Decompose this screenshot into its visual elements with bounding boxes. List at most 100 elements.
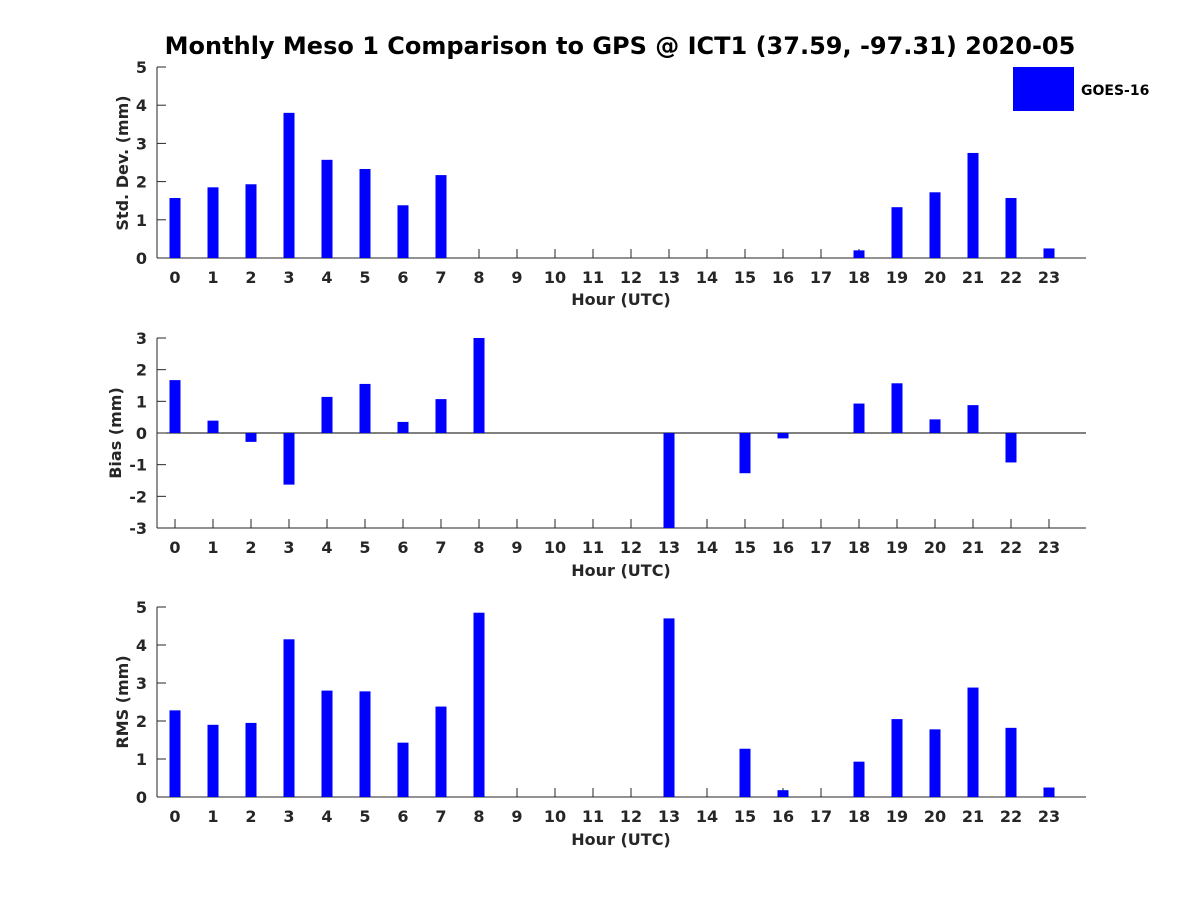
x-tick-label: 18 [848, 268, 870, 287]
bar-hour-6 [397, 205, 409, 258]
bar-hour-5 [359, 691, 371, 797]
bar-hour-23 [1043, 248, 1055, 258]
x-tick-label: 23 [1038, 268, 1060, 287]
bar-hour-22 [1005, 433, 1017, 463]
chart-title: Monthly Meso 1 Comparison to GPS @ ICT1 … [165, 32, 1076, 60]
x-tick-label: 6 [397, 538, 408, 557]
bar-hour-19 [891, 207, 903, 258]
y-tick-label: 5 [136, 58, 147, 77]
bar-hour-8 [473, 338, 485, 433]
bar-hour-7 [435, 706, 447, 797]
x-tick-label: 12 [620, 268, 642, 287]
bar-hour-13 [663, 433, 675, 528]
bar-hour-13 [663, 618, 675, 797]
x-tick-label: 10 [544, 807, 566, 826]
x-tick-label: 1 [207, 268, 218, 287]
x-axis-label: Hour (UTC) [571, 561, 671, 580]
x-tick-label: 5 [359, 268, 370, 287]
bar-hour-22 [1005, 727, 1017, 797]
x-tick-label: 7 [435, 268, 446, 287]
bar-hour-22 [1005, 198, 1017, 258]
x-tick-label: 5 [359, 807, 370, 826]
y-tick-label: -2 [129, 487, 147, 506]
y-tick-label: -3 [129, 519, 147, 538]
y-axis-label: RMS (mm) [113, 655, 132, 748]
bar-hour-5 [359, 168, 371, 258]
x-tick-label: 19 [886, 807, 908, 826]
y-tick-label: 3 [136, 134, 147, 153]
x-tick-label: 17 [810, 807, 832, 826]
x-tick-label: 11 [582, 538, 604, 557]
x-tick-label: 2 [245, 268, 256, 287]
bar-hour-0 [169, 198, 181, 258]
x-tick-label: 19 [886, 268, 908, 287]
x-tick-label: 6 [397, 268, 408, 287]
bar-hour-20 [929, 729, 941, 797]
x-tick-label: 17 [810, 538, 832, 557]
bar-hour-1 [207, 187, 219, 258]
x-tick-label: 5 [359, 538, 370, 557]
x-tick-label: 13 [658, 268, 680, 287]
bar-hour-4 [321, 159, 333, 258]
bar-hour-3 [283, 639, 295, 797]
x-tick-label: 21 [962, 268, 984, 287]
bar-hour-2 [245, 722, 257, 797]
x-tick-label: 0 [169, 807, 180, 826]
legend-label: GOES-16 [1081, 83, 1149, 99]
bar-hour-0 [169, 710, 181, 797]
bar-hour-16 [777, 433, 789, 439]
x-tick-label: 3 [283, 538, 294, 557]
bar-hour-4 [321, 690, 333, 797]
y-tick-label: 5 [136, 598, 147, 617]
x-tick-label: 3 [283, 807, 294, 826]
bar-hour-23 [1043, 787, 1055, 797]
x-tick-label: 16 [772, 807, 794, 826]
x-tick-label: 22 [1000, 538, 1022, 557]
y-axis-label: Std. Dev. (mm) [113, 95, 132, 230]
x-tick-label: 14 [696, 807, 718, 826]
bar-hour-3 [283, 112, 295, 258]
bar-hour-2 [245, 184, 257, 258]
y-tick-label: -1 [129, 456, 147, 475]
x-tick-label: 11 [582, 268, 604, 287]
bar-hour-0 [169, 380, 181, 433]
x-tick-label: 18 [848, 538, 870, 557]
x-tick-label: 17 [810, 268, 832, 287]
bar-hour-18 [853, 761, 865, 797]
x-tick-label: 4 [321, 538, 332, 557]
bar-hour-20 [929, 192, 941, 258]
x-tick-label: 8 [473, 268, 484, 287]
x-tick-label: 15 [734, 268, 756, 287]
x-tick-label: 20 [924, 807, 946, 826]
bar-hour-18 [853, 403, 865, 433]
x-tick-label: 22 [1000, 268, 1022, 287]
y-tick-label: 1 [136, 750, 147, 769]
x-tick-label: 12 [620, 538, 642, 557]
y-tick-label: 4 [136, 96, 147, 115]
legend-swatch [1013, 67, 1074, 111]
bar-hour-2 [245, 433, 257, 442]
bar-hour-21 [967, 405, 979, 433]
x-tick-label: 21 [962, 538, 984, 557]
bar-hour-1 [207, 420, 219, 433]
x-tick-label: 21 [962, 807, 984, 826]
x-tick-label: 13 [658, 538, 680, 557]
x-tick-label: 9 [511, 807, 522, 826]
x-tick-label: 4 [321, 807, 332, 826]
x-tick-label: 14 [696, 268, 718, 287]
x-tick-label: 1 [207, 538, 218, 557]
bar-hour-18 [853, 250, 865, 258]
x-tick-label: 8 [473, 807, 484, 826]
x-tick-label: 20 [924, 538, 946, 557]
bar-hour-21 [967, 687, 979, 797]
x-tick-label: 18 [848, 807, 870, 826]
x-tick-label: 10 [544, 268, 566, 287]
y-tick-label: 1 [136, 211, 147, 230]
bar-hour-5 [359, 383, 371, 433]
bar-hour-6 [397, 421, 409, 433]
x-tick-label: 23 [1038, 807, 1060, 826]
